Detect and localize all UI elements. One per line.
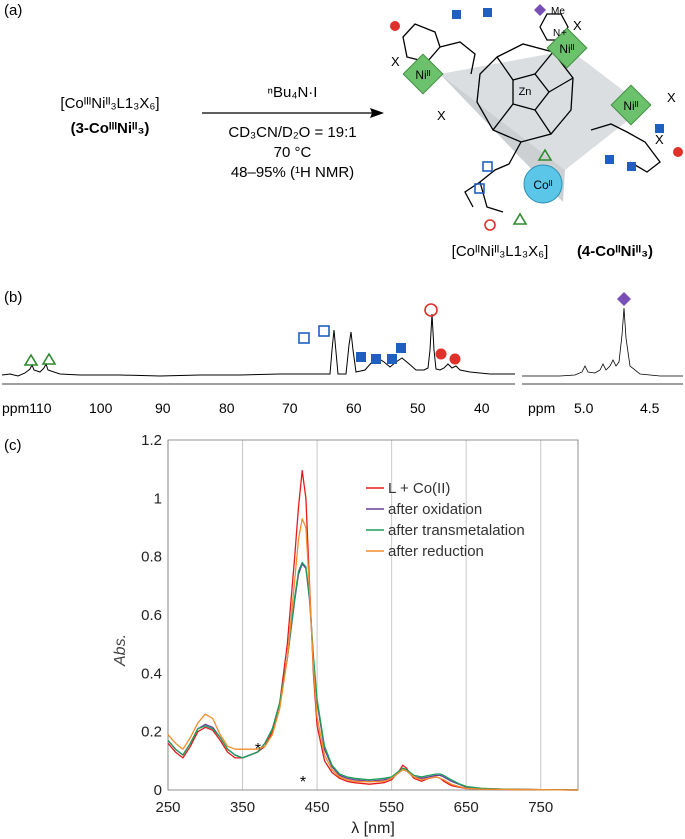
x-tick-label: 350 <box>230 799 255 816</box>
legend-label: after oxidation <box>388 501 482 518</box>
panel-label-c: (c) <box>4 437 22 454</box>
nmr-inset-trace <box>522 307 683 377</box>
product-formula: [CoᴵᴵNiᴵᴵ₃L1₃X₆] <box>451 243 549 260</box>
annotation-star-2: * <box>300 774 306 791</box>
nmr-inset-tick-4-5: 4.5 <box>640 400 660 416</box>
pyridinium-n: N <box>553 28 560 39</box>
legend-label: after transmetalation <box>388 522 525 539</box>
structure-markers <box>390 4 683 231</box>
x-tick-label: 550 <box>379 799 404 816</box>
nmr-tick-40: 40 <box>474 400 490 416</box>
series-line-after-transmetalation <box>167 561 579 791</box>
zn-label: Zn <box>519 86 532 98</box>
molecular-structure: Niᴵᴵ Niᴵᴵ Niᴵᴵ Coᴵᴵ Zn X X X X X Me N + <box>390 4 683 231</box>
ni-center-right: Niᴵᴵ <box>610 84 652 126</box>
yield-text: 48–95% (¹H NMR) <box>230 164 355 181</box>
x-ligand-5: X <box>655 132 664 147</box>
reactant-formula: [CoᴵᴵᴵNiᴵᴵ₃L1₃X₆] <box>60 95 160 112</box>
co-center: Coᴵᴵ <box>523 164 563 204</box>
svg-text:Niᴵᴵ: Niᴵᴵ <box>415 68 430 82</box>
nmr-tick-60: 60 <box>346 400 362 416</box>
y-tick-label: 0.6 <box>141 607 162 624</box>
x-ligand-4: X <box>667 90 676 105</box>
x-tick-label: 250 <box>155 799 180 816</box>
chart-tick-labels: 0 0.2 0.4 0.6 0.8 1 1.2 250 350 450 550 650 750 <box>141 432 553 816</box>
svg-text:Niᴵᴵ: Niᴵᴵ <box>623 99 638 113</box>
y-tick-label: 0.2 <box>141 724 162 741</box>
series-line-after-reduction <box>167 518 579 791</box>
y-tick-label: 0.8 <box>141 549 162 566</box>
nmr-spectrum <box>1 292 683 385</box>
reagent-text: ⁿBu₄N·I <box>267 84 318 101</box>
reactant-label: (3-CoᴵᴵᴵNiᴵᴵ₃) <box>70 120 150 137</box>
svg-text:Coᴵᴵ: Coᴵᴵ <box>533 178 552 192</box>
legend-label: after reduction <box>388 543 484 560</box>
nmr-tick-100: 100 <box>89 400 113 416</box>
nmr-tick-110: ppm110 <box>2 400 52 416</box>
x-tick-label: 750 <box>528 799 553 816</box>
cage-polyhedron <box>440 50 645 170</box>
y-tick-label: 1 <box>154 490 162 507</box>
reaction-arrow <box>202 108 384 118</box>
solvent-text: CD₃CN/D₂O = 19:1 <box>228 124 357 141</box>
ni-center-left: Niᴵᴵ <box>402 53 444 95</box>
temperature-text: 70 °C <box>273 144 312 161</box>
x-ligand-1: X <box>391 54 400 69</box>
nmr-tick-70: 70 <box>282 400 298 416</box>
chart-legend: L + Co(II) after oxidation after transmeta… <box>366 480 525 560</box>
panel-label-b: (b) <box>4 289 23 306</box>
pyridinium-charge: + <box>561 28 567 39</box>
legend-label: L + Co(II) <box>388 480 450 497</box>
nmr-inset-tick-5: 5.0 <box>574 400 594 416</box>
nmr-tick-50: 50 <box>410 400 426 416</box>
x-ligand-2: X <box>437 108 446 123</box>
plot-frame <box>167 439 579 791</box>
porphyrin-core <box>402 13 661 213</box>
chart-gridlines <box>167 440 542 790</box>
series-line-l-co-ii <box>167 469 579 791</box>
x-ligand-3: X <box>573 18 582 33</box>
series-line-after-oxidation <box>167 563 579 791</box>
nmr-inset-tick-ppm: ppm <box>528 400 556 416</box>
x-tick-label: 450 <box>305 799 330 816</box>
annotation-star-1: * <box>255 741 261 758</box>
methyl-label: Me <box>551 6 565 17</box>
y-tick-label: 0.4 <box>141 665 162 682</box>
nmr-main-trace <box>1 313 515 377</box>
ni-center-top: Niᴵᴵ <box>546 27 588 69</box>
nmr-tick-90: 90 <box>155 400 171 416</box>
chart-series <box>167 469 579 791</box>
y-tick-label: 1.2 <box>141 432 162 449</box>
y-axis-label: Abs. <box>112 634 129 667</box>
x-tick-label: 650 <box>454 799 479 816</box>
product-label: (4-CoᴵᴵNiᴵᴵ₃) <box>576 243 654 260</box>
nmr-markers <box>23 292 631 366</box>
y-tick-label: 0 <box>154 782 162 799</box>
panel-label-a: (a) <box>4 2 23 19</box>
nmr-tick-80: 80 <box>219 400 235 416</box>
svg-text:Niᴵᴵ: Niᴵᴵ <box>559 42 574 56</box>
x-axis-label: λ [nm] <box>351 820 395 837</box>
